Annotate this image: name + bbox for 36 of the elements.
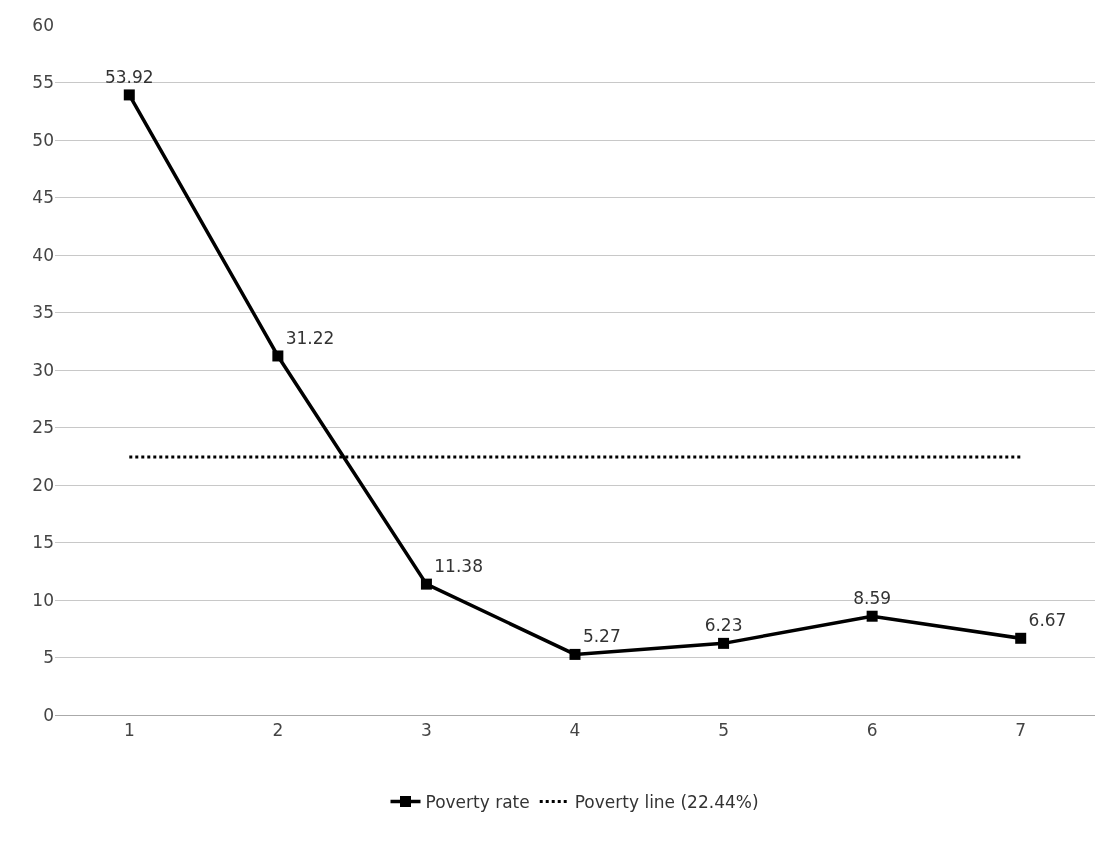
point	[420, 578, 432, 590]
data-label: 6.23	[704, 615, 743, 636]
y-tick-label: 60	[32, 14, 54, 35]
legend-label: Poverty rate	[425, 792, 530, 813]
y-tick-label: 45	[32, 187, 54, 208]
x-tick-label: 6	[866, 720, 878, 741]
point	[569, 648, 581, 660]
data-label: 8.59	[853, 588, 892, 609]
y-tick-label: 30	[32, 359, 54, 380]
x-tick-label: 5	[718, 720, 729, 741]
y-tick-label: 0	[43, 704, 54, 725]
x-tick-label: 4	[569, 720, 581, 741]
y-tick-label: 40	[32, 244, 54, 265]
data-label: 5.27	[582, 626, 621, 647]
point	[123, 89, 135, 101]
point	[866, 610, 878, 622]
x-tick-label: 2	[272, 720, 284, 741]
data-label: 11.38	[434, 556, 483, 577]
y-tick-label: 5	[43, 647, 54, 668]
y-tick-label: 20	[32, 474, 54, 495]
x-tick-label: 3	[421, 720, 432, 741]
y-tick-label: 55	[32, 72, 54, 93]
data-label: 31.22	[285, 327, 335, 348]
point	[718, 637, 730, 649]
data-label: 53.92	[104, 66, 154, 87]
y-tick-label: 35	[32, 302, 54, 323]
data-label: 6.67	[1028, 610, 1067, 631]
y-tick-label: 25	[32, 417, 54, 438]
x-tick-label: 7	[1015, 720, 1027, 741]
legend-label: Poverty line (22.44%)	[574, 792, 759, 813]
y-tick-label: 15	[32, 532, 54, 553]
point	[1015, 632, 1027, 644]
y-tick-label: 10	[32, 589, 54, 610]
y-tick-label: 50	[32, 129, 54, 150]
point	[272, 350, 284, 362]
x-tick-label: 1	[123, 720, 135, 741]
